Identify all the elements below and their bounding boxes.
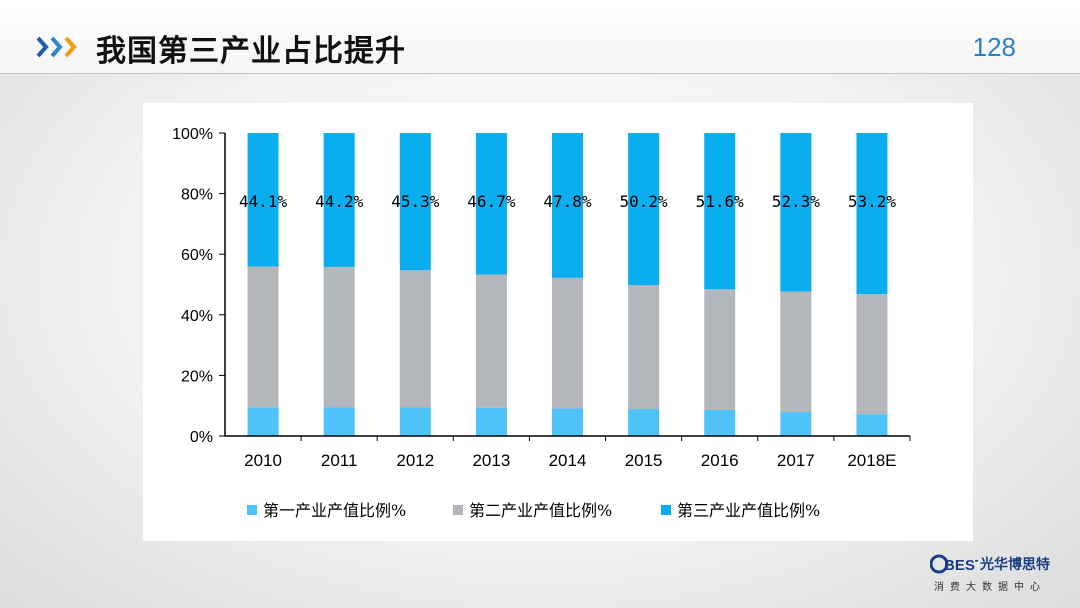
bar-segment-primary	[247, 407, 279, 436]
bar-segment-secondary	[323, 266, 355, 408]
x-tick-label: 2016	[701, 451, 739, 470]
bar-segment-primary	[704, 409, 736, 436]
x-tick-label: 2014	[549, 451, 587, 470]
y-tick-label: 40%	[181, 308, 213, 325]
y-tick-label: 60%	[181, 247, 213, 264]
bar-segment-primary	[628, 409, 660, 436]
bar-segment-tertiary	[475, 133, 507, 275]
page-title: 我国第三产业占比提升	[96, 34, 406, 69]
x-tick-label: 2012	[396, 451, 434, 470]
x-tick-label: 2017	[777, 451, 815, 470]
data-label: 52.3%	[772, 192, 821, 211]
data-label: 45.3%	[391, 192, 440, 211]
bar-segment-tertiary	[247, 133, 279, 267]
logo-name: 光华博思特	[980, 557, 1050, 573]
y-tick-label: 80%	[181, 187, 213, 204]
data-label: 44.2%	[315, 192, 364, 211]
bar-segment-tertiary	[323, 133, 355, 267]
bar-segment-secondary	[475, 274, 507, 408]
legend-label: 第一产业产值比例%	[263, 501, 406, 520]
bar-segment-primary	[399, 407, 431, 436]
bar-segment-secondary	[628, 285, 660, 410]
y-tick-label: 20%	[181, 368, 213, 385]
logo-subtitle: 消费大数据中心	[934, 582, 1046, 593]
bar-segment-tertiary	[628, 133, 660, 286]
bar-segment-primary	[780, 412, 812, 436]
chevron-right-icon	[36, 36, 77, 58]
logo-mark-text: BEST	[944, 557, 978, 574]
legend-swatch	[453, 505, 463, 515]
bar-segment-primary	[323, 407, 355, 436]
legend-swatch	[661, 505, 671, 515]
x-tick-label: 2018E	[847, 451, 896, 470]
bar-segment-tertiary	[552, 133, 583, 278]
company-logo: BEST 光华博思特 消费大数据中心	[930, 552, 1070, 596]
legend-swatch	[247, 505, 257, 515]
x-tick-label: 2015	[625, 451, 663, 470]
bar-segment-secondary	[399, 270, 431, 408]
bar-segment-secondary	[704, 289, 736, 410]
bar-segment-primary	[552, 408, 583, 436]
x-tick-label: 2010	[244, 451, 282, 470]
data-label: 53.2%	[848, 192, 897, 211]
bar-segment-secondary	[780, 291, 812, 413]
x-tick-label: 2013	[472, 451, 510, 470]
data-label: 44.1%	[239, 192, 288, 211]
data-label: 47.8%	[543, 192, 592, 211]
bar-segment-tertiary	[399, 133, 431, 271]
chart-panel: 0% 20% 40% 60% 80% 100% 44.1% 2010 44.2% 2011 45.3…	[143, 103, 973, 541]
bar-segment-secondary	[552, 277, 583, 409]
best-logo-icon: BEST	[930, 554, 978, 574]
page-number: 128	[972, 32, 1016, 62]
data-label: 50.2%	[620, 192, 669, 211]
y-tick-label: 100%	[172, 126, 213, 143]
bar-segment-tertiary	[704, 133, 736, 290]
data-label: 46.7%	[467, 192, 516, 211]
y-tick-label: 0%	[190, 429, 213, 446]
bar-segment-primary	[475, 407, 507, 436]
stacked-bar-chart: 0% 20% 40% 60% 80% 100% 44.1% 2010 44.2% 2011 45.3…	[172, 126, 911, 520]
slide-header: 我国第三产业占比提升 128	[0, 0, 1080, 74]
legend-label: 第二产业产值比例%	[469, 501, 612, 520]
bar-segment-secondary	[856, 294, 888, 415]
data-label: 51.6%	[696, 192, 745, 211]
bar-segment-secondary	[247, 266, 279, 408]
bar-segment-primary	[856, 414, 888, 436]
x-tick-label: 2011	[321, 451, 358, 470]
bar-segment-tertiary	[856, 133, 888, 295]
legend-label: 第三产业产值比例%	[677, 501, 820, 520]
bar-segment-tertiary	[780, 133, 812, 292]
